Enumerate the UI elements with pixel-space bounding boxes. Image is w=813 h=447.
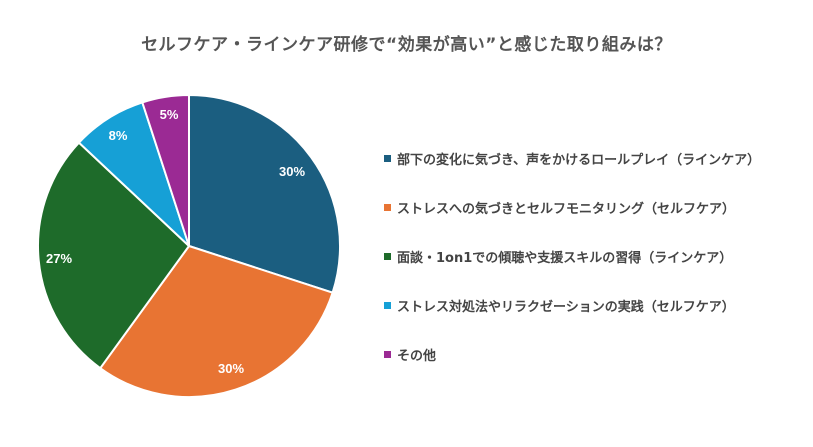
legend-item[interactable]: 面談・1on1での傾聴や支援スキルの習得（ラインケア） (384, 246, 760, 266)
legend-label: 面談・1on1での傾聴や支援スキルの習得（ラインケア） (397, 250, 733, 266)
pie-slice[interactable] (37, 141, 191, 370)
legend-label: 部下の変化に気づき、声をかけるロールプレイ（ラインケア） (397, 152, 761, 168)
legend-swatch (384, 301, 391, 309)
chart-legend: 部下の変化に気づき、声をかけるロールプレイ（ラインケア） ストレスへの気づきとセ… (384, 148, 760, 393)
slice-label-4: 8% (109, 128, 128, 143)
legend-label: ストレスへの気づきとセルフモニタリング（セルフケア） (397, 201, 736, 217)
slice-label-3: 27% (46, 251, 72, 266)
chart-title: セルフケア・ラインケア研修で“効果が高い”と感じた取り組みは？ (141, 35, 672, 55)
slice-label-2: 30% (218, 361, 244, 376)
slice-labels: 30% 30% 27% 8% 5% (46, 107, 305, 376)
pie-slice[interactable] (141, 93, 190, 247)
slice-label-5: 5% (160, 107, 179, 122)
legend-item[interactable]: 部下の変化に気づき、声をかけるロールプレイ（ラインケア） (384, 148, 760, 168)
legend-item[interactable]: その他 (384, 344, 760, 364)
legend-label: ストレス対処法やリラクゼーションの実践（セルフケア） (397, 299, 735, 315)
legend-item[interactable]: ストレスへの気づきとセルフモニタリング（セルフケア） (384, 197, 760, 217)
pie-slice[interactable] (98, 244, 334, 398)
legend-swatch (384, 154, 391, 162)
slice-label-1: 30% (279, 164, 305, 179)
legend-swatch (384, 350, 391, 358)
pie-slices (37, 93, 341, 398)
pie-slice[interactable] (188, 93, 341, 294)
legend-swatch (384, 203, 391, 211)
legend-item[interactable]: ストレス対処法やリラクゼーションの実践（セルフケア） (384, 295, 760, 315)
legend-swatch (384, 252, 391, 260)
legend-label: その他 (397, 348, 437, 364)
